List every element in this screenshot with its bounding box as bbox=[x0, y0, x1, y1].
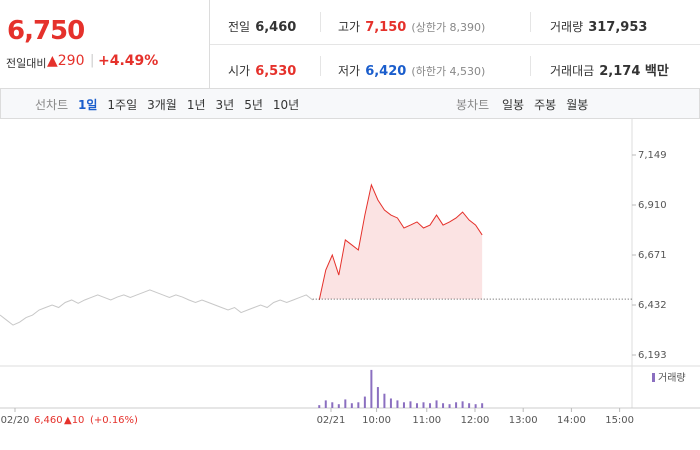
volume-bar bbox=[344, 399, 347, 408]
volume-bar bbox=[363, 396, 366, 408]
price-line bbox=[0, 289, 314, 326]
period-tab[interactable]: 1일 bbox=[78, 98, 98, 112]
volume-bar bbox=[442, 403, 445, 408]
candle-tab[interactable]: 주봉 bbox=[534, 98, 557, 112]
volume-bar bbox=[461, 401, 464, 408]
col-divider bbox=[320, 12, 321, 32]
legend-label: 거래량 bbox=[658, 372, 686, 384]
volume-bar bbox=[448, 404, 451, 408]
stat-value: 6,460 bbox=[255, 20, 297, 35]
current-price: 6,750 bbox=[7, 16, 85, 46]
period-tab[interactable]: 5년 bbox=[244, 98, 263, 112]
volume-bar bbox=[389, 398, 392, 408]
footer-change: ▲10 bbox=[64, 415, 84, 426]
y-tick-label: 6,193 bbox=[638, 350, 667, 361]
stat-label: 전일 bbox=[228, 20, 251, 34]
volume-bar bbox=[331, 402, 334, 408]
footer-price: 6,460 bbox=[34, 415, 63, 426]
footer-rate: (+0.16%) bbox=[90, 415, 138, 426]
price-box: 6,750 전일대비 ▲290 | +4.49% bbox=[0, 0, 210, 88]
legend-swatch bbox=[652, 373, 655, 382]
x-tick-label: 10:00 bbox=[362, 415, 391, 426]
divider: | bbox=[90, 53, 95, 68]
stat: 거래량 317,953 bbox=[550, 16, 647, 35]
volume-bar bbox=[455, 402, 458, 408]
stat-label: 고가 bbox=[338, 20, 361, 34]
y-tick-label: 6,910 bbox=[638, 200, 667, 211]
x-tick-label: 14:00 bbox=[557, 415, 586, 426]
volume-bar bbox=[402, 402, 405, 408]
volume-bar bbox=[350, 403, 353, 408]
volume-bar bbox=[429, 403, 432, 408]
change: ▲290 bbox=[47, 53, 85, 69]
x-tick-label: 11:00 bbox=[412, 415, 441, 426]
stat-value: 317,953 bbox=[588, 20, 648, 35]
stat: 저가 6,420 (하한가 4,530) bbox=[338, 60, 485, 79]
volume-bar bbox=[324, 400, 327, 408]
volume-bar bbox=[376, 387, 379, 408]
x-tick-label: 12:00 bbox=[461, 415, 490, 426]
tab-group-label: 선차트 bbox=[35, 98, 69, 112]
stat: 고가 7,150 (상한가 8,390) bbox=[338, 16, 485, 35]
stat-value: 7,150 bbox=[365, 20, 407, 35]
col-divider bbox=[530, 12, 531, 32]
period-tab[interactable]: 3년 bbox=[215, 98, 235, 112]
y-tick-label: 7,149 bbox=[638, 150, 667, 161]
price-line bbox=[318, 183, 483, 301]
period-tab[interactable]: 1주일 bbox=[107, 98, 138, 112]
volume-bar bbox=[337, 404, 340, 408]
stat-note: (상한가 8,390) bbox=[411, 21, 486, 34]
volume-bar bbox=[370, 369, 373, 408]
row-divider bbox=[210, 44, 700, 45]
change-rate: +4.49% bbox=[98, 53, 159, 69]
tab-group: 일봉 주봉 월봉 bbox=[502, 96, 598, 113]
stat-value: 6,420 bbox=[365, 64, 407, 79]
stat: 시가 6,530 bbox=[228, 60, 296, 79]
volume-bar bbox=[318, 405, 321, 408]
x-tick-label: 13:00 bbox=[509, 415, 538, 426]
stat-label: 거래대금 bbox=[550, 64, 595, 78]
col-divider bbox=[530, 56, 531, 76]
stat-note: (하한가 4,530) bbox=[411, 65, 486, 78]
stat-label: 저가 bbox=[338, 64, 361, 78]
volume-bar bbox=[409, 401, 412, 408]
volume-bar bbox=[435, 400, 438, 408]
col-divider bbox=[320, 56, 321, 76]
volume-bar bbox=[481, 403, 484, 408]
x-tick-label: 15:00 bbox=[605, 415, 634, 426]
volume-bar bbox=[396, 400, 399, 408]
volume-bar bbox=[422, 402, 425, 408]
change-label: 전일대비 bbox=[6, 57, 47, 70]
volume-bar bbox=[383, 393, 386, 408]
stat-label: 거래량 bbox=[550, 20, 584, 34]
x-tick-label: 02/21 bbox=[317, 415, 346, 426]
area-fill bbox=[319, 184, 483, 300]
volume-bar bbox=[415, 403, 418, 408]
stat-label: 시가 bbox=[228, 64, 251, 78]
chart: 6,460 ▲10 (+0.16%) 7,149 6,910 6,671 6,432 6,19… bbox=[0, 118, 700, 426]
volume-bar bbox=[474, 404, 477, 408]
y-tick-label: 6,432 bbox=[638, 300, 667, 311]
tab-group-label: 봉차트 bbox=[456, 98, 490, 112]
period-tab[interactable]: 1년 bbox=[186, 98, 206, 112]
volume-bar bbox=[357, 402, 360, 408]
tab-bar: 선차트 1일 1주일 3개월 1년 3년 5년 10년 봉차트 일봉 주봉 월봉 bbox=[0, 88, 700, 119]
x-tick-label: 02/20 bbox=[1, 415, 30, 426]
period-tab[interactable]: 3개월 bbox=[147, 98, 177, 112]
y-tick-label: 6,671 bbox=[638, 250, 667, 261]
volume-bar bbox=[468, 403, 471, 408]
period-tab[interactable]: 10년 bbox=[272, 98, 300, 112]
candle-tab[interactable]: 일봉 bbox=[502, 98, 525, 112]
stat: 전일 6,460 bbox=[228, 16, 296, 35]
candle-tab[interactable]: 월봉 bbox=[566, 98, 589, 112]
stat-value: 6,530 bbox=[255, 64, 297, 79]
tab-group: 1일 1주일 3개월 1년 3년 5년 10년 bbox=[78, 96, 309, 113]
stat-value: 2,174 백만 bbox=[599, 64, 669, 79]
stat: 거래대금 2,174 백만 bbox=[550, 60, 669, 79]
